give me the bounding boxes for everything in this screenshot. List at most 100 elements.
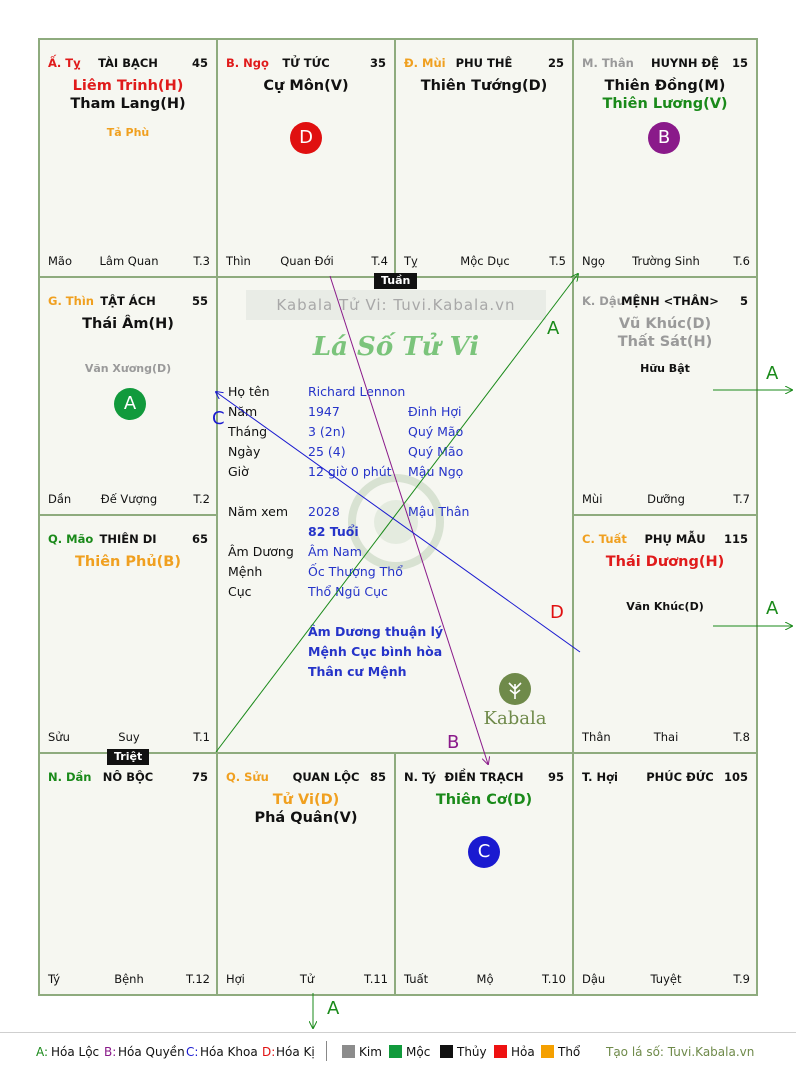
palace-tai-bach[interactable]: Ấ. Tỵ TÀI BẠCH 45 Liêm Trinh(H) Tham Lang(…	[38, 38, 218, 278]
info-value: 25 (4)	[308, 444, 346, 459]
arrow-label: A	[766, 363, 779, 384]
footer-index: T.6	[733, 254, 750, 268]
legend-text: Hóa Kị	[276, 1045, 315, 1059]
palace-stem: Q. Sửu	[226, 770, 269, 784]
footer-index: T.1	[193, 730, 210, 744]
palace-stem: Ấ. Tỵ	[48, 56, 81, 70]
footer-phase: Đế Vượng	[100, 492, 158, 506]
info-label: Năm	[228, 404, 258, 419]
palace-tat-ach[interactable]: G. Thìn TẬT ÁCH 55 Thái Âm(H) Văn Xương(D)…	[38, 276, 218, 516]
palace-name: NÔ BỘC	[102, 770, 154, 784]
palace-name: THIÊN DI	[99, 532, 157, 546]
info-extra: Quý Mão	[408, 424, 464, 439]
footer-branch: Thìn	[226, 254, 251, 268]
info-label: Mệnh	[228, 564, 263, 579]
legend-key: D:	[262, 1045, 276, 1059]
footer-branch: Tuất	[404, 972, 429, 986]
palace-stem: Đ. Mùi	[404, 56, 446, 70]
info-value: Thổ Ngũ Cục	[308, 584, 388, 599]
footer-branch: Mão	[48, 254, 73, 268]
palace-quan-loc[interactable]: Q. Sửu QUAN LỘC 85 Tử Vi(D) Phá Quân(V) Hợ…	[216, 752, 396, 996]
legend-text: Hóa Khoa	[200, 1045, 258, 1059]
palace-stem: T. Hợi	[582, 770, 618, 784]
arrow-label: B	[447, 732, 460, 753]
note-line: Thân cư Mệnh	[308, 664, 407, 679]
palace-number: 75	[191, 770, 208, 784]
footer-index: T.10	[542, 972, 566, 986]
legend-element: Mộc	[406, 1045, 431, 1059]
palace-menh[interactable]: K. Dậu MỆNH <THÂN> 5 Vũ Khúc(D) Thất Sát(H…	[572, 276, 758, 516]
palace-tu-tuc[interactable]: B. Ngọ TỬ TỨC 35 Cự Môn(V) D Thìn Quan Đới T…	[216, 38, 396, 278]
palace-phu-mau[interactable]: C. Tuất PHỤ MẪU 115 Thái Dương(H) Văn Khúc…	[572, 514, 758, 754]
footer-branch: Sửu	[48, 730, 70, 744]
footer-phase: Bệnh	[114, 972, 144, 986]
info-label: Âm Dương	[228, 544, 294, 559]
palace-name: ĐIỀN TRẠCH	[444, 770, 524, 784]
info-value: 2028	[308, 504, 340, 519]
kabala-logo-icon	[499, 673, 531, 705]
footer-index: T.4	[371, 254, 388, 268]
tho-swatch	[541, 1045, 554, 1058]
palace-stem: Q. Mão	[48, 532, 94, 546]
info-label: Tháng	[228, 424, 268, 439]
palace-number: 15	[731, 56, 748, 70]
legend-key: A:	[36, 1045, 49, 1059]
palace-huynh-de[interactable]: M. Thân HUYNH ĐỆ 15 Thiên Đồng(M) Thiên Lư…	[572, 38, 758, 278]
main-star: Thiên Cơ(D)	[435, 792, 533, 808]
palace-dien-trach[interactable]: N. Tý ĐIỀN TRẠCH 95 Thiên Cơ(D) C Tuất Mộ T.…	[394, 752, 574, 996]
palace-phu-the[interactable]: Đ. Mùi PHU THÊ 25 Thiên Tướng(D) Tỵ Mộc Dục…	[394, 38, 574, 278]
palace-stem: K. Dậu	[582, 294, 625, 308]
palace-no-boc[interactable]: N. Dần NÔ BỘC 75 Tý Bệnh T.12	[38, 752, 218, 996]
minor-star: Văn Khúc(D)	[626, 600, 704, 613]
footer-index: T.2	[193, 492, 210, 506]
main-star: Thất Sát(H)	[617, 334, 713, 350]
palace-stem: M. Thân	[582, 56, 634, 70]
footer-index: T.11	[364, 972, 388, 986]
palace-number: 65	[191, 532, 208, 546]
footer-phase: Tuyệt	[650, 972, 682, 986]
palace-name: HUYNH ĐỆ	[650, 56, 720, 70]
palace-name: MỆNH <THÂN>	[621, 294, 719, 308]
legend-key: B:	[104, 1045, 117, 1059]
credit-link[interactable]: Tạo lá số: Tuvi.Kabala.vn	[606, 1045, 755, 1059]
palace-stem: N. Tý	[404, 770, 436, 784]
footer-index: T.3	[193, 254, 210, 268]
legend-key: C:	[186, 1045, 199, 1059]
main-star: Tham Lang(H)	[70, 96, 186, 112]
palace-name: PHỤ MẪU	[644, 532, 706, 546]
age-value: 82 Tuổi	[308, 524, 359, 539]
hoa-quyen-marker: B	[648, 122, 680, 154]
palace-number: 55	[191, 294, 208, 308]
info-value: 3 (2n)	[308, 424, 346, 439]
info-value: 1947	[308, 404, 340, 419]
palace-stem: B. Ngọ	[226, 56, 269, 70]
main-star: Thiên Phủ(B)	[75, 554, 181, 570]
minor-star: Văn Xương(D)	[84, 362, 172, 375]
palace-number: 105	[723, 770, 748, 784]
footer-branch: Tý	[48, 972, 61, 986]
palace-name: TẬT ÁCH	[100, 294, 156, 308]
info-value: Ốc Thượng Thổ	[308, 564, 403, 579]
palace-stem: C. Tuất	[582, 532, 627, 546]
legend-element: Thổ	[558, 1045, 581, 1059]
info-label: Họ tên	[228, 384, 270, 399]
info-value: Richard Lennon	[308, 384, 406, 399]
moc-swatch	[389, 1045, 402, 1058]
footer-branch: Dần	[48, 492, 72, 506]
footer-phase: Dưỡng	[647, 492, 685, 506]
palace-name: QUAN LỘC	[292, 770, 360, 784]
palace-phuc-duc[interactable]: T. Hợi PHÚC ĐỨC 105 Dậu Tuyệt T.9	[572, 752, 758, 996]
hoa-swatch	[494, 1045, 507, 1058]
info-label: Giờ	[228, 464, 249, 479]
palace-thien-di[interactable]: Q. Mão THIÊN DI 65 Thiên Phủ(B) Sửu Suy T.1	[38, 514, 218, 754]
note-line: Âm Dương thuận lý	[308, 624, 444, 639]
legend-element: Hỏa	[511, 1045, 535, 1059]
palace-name: PHÚC ĐỨC	[646, 770, 714, 784]
main-star: Thái Dương(H)	[605, 554, 725, 570]
footer-index: T.5	[549, 254, 566, 268]
palace-name: TÀI BẠCH	[98, 56, 158, 70]
info-extra: Đinh Hợi	[408, 404, 462, 419]
footer-branch: Mùi	[582, 492, 603, 506]
footer-branch: Dậu	[582, 972, 606, 986]
footer-index: T.7	[733, 492, 750, 506]
